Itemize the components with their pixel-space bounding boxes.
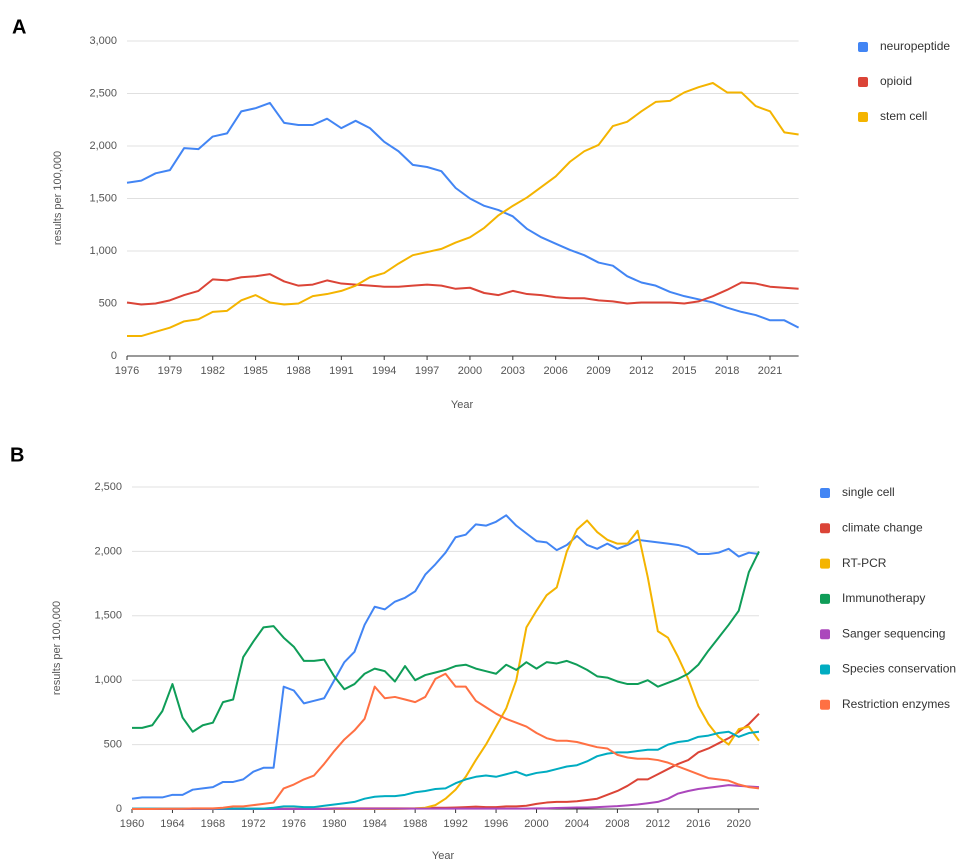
legend-swatch [820, 699, 830, 710]
y-tick-label: 2,000 [94, 545, 122, 557]
x-tick-label: 2020 [727, 818, 751, 830]
x-tick-label: 2000 [524, 818, 548, 830]
x-tick-label: 2000 [458, 365, 482, 377]
legend-swatch [858, 42, 868, 52]
x-tick-label: 2009 [586, 365, 610, 377]
legend-swatch [820, 629, 830, 640]
y-axis-label: results per 100,000 [51, 601, 63, 695]
legend-label: Restriction enzymes [842, 697, 950, 711]
series-line [127, 82, 799, 338]
legend-label: climate change [842, 520, 923, 534]
series-line [132, 672, 760, 810]
y-tick-label: 2,500 [89, 87, 117, 99]
legend-label: opioid [880, 74, 912, 88]
x-tick-label: 2015 [672, 365, 696, 377]
series-line [132, 550, 760, 733]
x-tick-label: 1980 [322, 818, 346, 830]
legend-swatch [820, 488, 830, 498]
panel-label: B [10, 444, 24, 466]
x-tick-label: 1960 [120, 818, 144, 830]
x-tick-label: 2012 [629, 365, 653, 377]
series-line [126, 273, 799, 306]
x-axis-label: Year [451, 399, 474, 411]
series-line [132, 519, 760, 810]
y-tick-label: 2,500 [94, 481, 122, 493]
x-tick-label: 2004 [565, 818, 589, 830]
legend-label: Immunotherapy [842, 591, 925, 605]
x-tick-label: 1991 [329, 365, 353, 377]
x-tick-label: 2018 [715, 365, 739, 377]
x-tick-label: 1985 [243, 365, 267, 377]
x-tick-label: 1968 [201, 818, 225, 830]
x-tick-label: 1979 [158, 365, 182, 377]
x-tick-label: 1988 [403, 818, 427, 830]
legend-swatch [820, 664, 830, 675]
legend-label: Species conservation [842, 662, 956, 676]
x-tick-label: 1994 [372, 365, 396, 377]
y-tick-label: 1,500 [89, 192, 117, 204]
legend-label: Sanger sequencing [842, 626, 945, 640]
legend-swatch [858, 112, 868, 122]
legend-label: neuropeptide [880, 39, 950, 53]
x-tick-label: 1964 [160, 818, 184, 830]
y-tick-label: 0 [116, 803, 122, 815]
x-axis-label: Year [432, 850, 455, 862]
y-tick-label: 0 [111, 350, 117, 362]
x-tick-label: 1984 [362, 818, 386, 830]
x-tick-label: 2016 [686, 818, 710, 830]
x-tick-label: 1982 [200, 365, 224, 377]
legend-swatch [820, 558, 830, 569]
x-tick-label: 2012 [646, 818, 670, 830]
x-tick-label: 2008 [605, 818, 629, 830]
x-tick-label: 2021 [758, 365, 782, 377]
legend-swatch [820, 523, 830, 534]
y-tick-label: 1,000 [89, 245, 117, 257]
panel-label: A [12, 16, 26, 38]
x-tick-label: 2003 [501, 365, 525, 377]
series-line [132, 730, 760, 810]
y-tick-label: 3,000 [89, 35, 117, 47]
y-tick-label: 500 [99, 297, 117, 309]
x-tick-label: 1992 [443, 818, 467, 830]
series-line [126, 101, 800, 329]
y-tick-label: 500 [104, 739, 122, 751]
x-tick-label: 1972 [241, 818, 265, 830]
legend-swatch [820, 593, 830, 604]
legend-swatch [858, 77, 868, 87]
y-tick-label: 2,000 [89, 140, 117, 152]
y-tick-label: 1,500 [94, 610, 122, 622]
legend-label: single cell [842, 485, 895, 499]
legend-label: stem cell [880, 109, 927, 123]
x-tick-label: 1976 [115, 365, 139, 377]
x-tick-label: 1997 [415, 365, 439, 377]
legend-label: RT-PCR [842, 556, 887, 570]
y-tick-label: 1,000 [94, 674, 122, 686]
y-axis-label: results per 100,000 [52, 151, 64, 245]
x-tick-label: 1988 [286, 365, 310, 377]
x-tick-label: 1976 [282, 818, 306, 830]
x-tick-label: 2006 [543, 365, 567, 377]
series-line [131, 514, 760, 800]
x-tick-label: 1996 [484, 818, 508, 830]
